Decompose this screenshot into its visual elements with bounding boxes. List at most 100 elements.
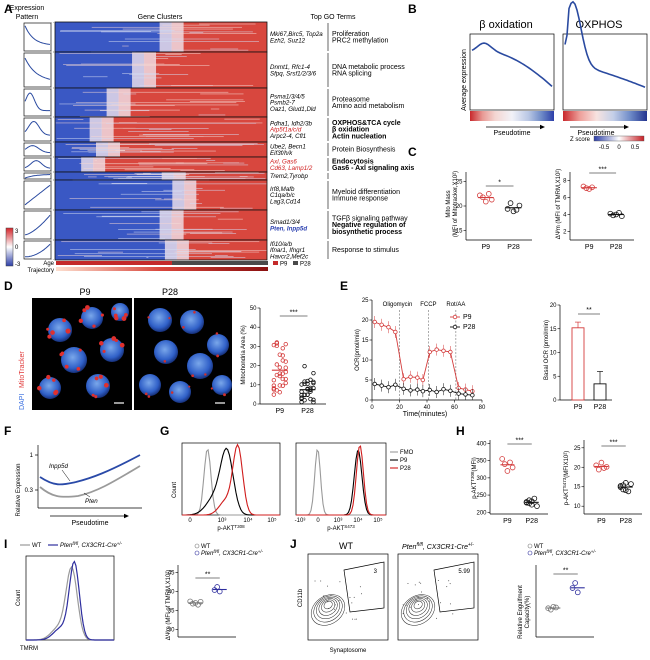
pattern-curve <box>24 120 51 136</box>
p9-point <box>408 374 413 379</box>
heatmap-red-block <box>176 240 267 260</box>
gene-cluster-heatmap <box>54 21 268 261</box>
pattern-connector <box>50 178 56 181</box>
pakt-s473-histogram-frame <box>295 442 387 516</box>
gene-label: Ezh2, Suz12 <box>270 37 306 44</box>
nucleus <box>139 374 161 396</box>
data-point <box>311 400 316 405</box>
panel-e-letter: E <box>340 279 348 293</box>
mito-mass-dotplot: 25 20 15 P9 P28 * <box>456 172 532 251</box>
mitochondria <box>98 374 103 379</box>
panel-c: C 25 20 15 P9 P28 * 8 6 4 2 P9 P28 *** Mito Mass (M… <box>408 145 634 251</box>
dotplot-ytick-label: 30 <box>168 627 175 633</box>
gene-label: Mki67,Birc5, Top2a <box>270 31 323 38</box>
heatmap-colorbar <box>5 227 14 267</box>
dotplot-ytick-label: 40 <box>168 590 175 596</box>
data-point <box>485 191 492 197</box>
ocr-ytick-label: 15 <box>362 338 369 344</box>
colorbar-zero: 0 <box>15 245 19 251</box>
gene-label: Dnmt1, Rfc1-4 <box>270 64 310 71</box>
p9-point <box>401 377 406 382</box>
data-point <box>299 395 304 400</box>
flow-event <box>402 604 404 606</box>
heatmap-red-block <box>171 210 267 240</box>
ocr-ytick-label: 0 <box>365 398 369 404</box>
mitochondria <box>76 366 81 371</box>
top-go-terms-title: Top GO Terms <box>311 14 356 21</box>
mito-mass-ylabel: Mito Mass <box>446 190 452 217</box>
gene-label: Pdha1, Idh2/3b <box>270 120 313 127</box>
pseudotime-arrowhead-1 <box>540 124 545 130</box>
nucleus <box>187 353 213 379</box>
panel-f-ytick-bottom-label: 0.3 <box>25 488 34 494</box>
gene-label: Cd63, Lamp1/2 <box>270 165 313 172</box>
mitochondria <box>193 311 196 314</box>
flow-ko-frame <box>397 553 479 641</box>
pattern-connector <box>50 209 56 212</box>
oxphos-plot-frame <box>562 33 648 111</box>
basal-ocr-barplot: 20 15 10 5 0 P9 P28 ** <box>550 303 612 411</box>
basal-ytick-label: 10 <box>550 351 557 357</box>
data-point <box>311 370 316 376</box>
mitochondria <box>102 349 106 353</box>
pattern-curve <box>24 214 51 236</box>
flow-event <box>353 596 355 598</box>
p9-point <box>372 319 377 325</box>
go-term-label: OXPHOS&TCA cycle <box>332 120 401 127</box>
panel-b: B β oxidation OXPHOS Average expression … <box>408 0 648 151</box>
pakt-s473-dotplot: 25 20 15 10 P9 P28 *** <box>574 440 642 525</box>
data-point <box>572 580 578 586</box>
group-label: P9 <box>585 244 594 251</box>
flow-event <box>440 602 442 604</box>
dotplot-ytick-label: 400 <box>476 441 487 447</box>
flow-contour <box>400 594 436 626</box>
pakt-t308-xtick: 10³ <box>218 518 227 524</box>
heatmap-blue-block <box>55 210 172 240</box>
data-point <box>516 202 523 209</box>
heatmap-transition <box>81 157 106 172</box>
basal-bar <box>571 327 585 401</box>
data-point <box>311 397 316 403</box>
expression-pattern-box <box>23 117 52 142</box>
go-term-label: Gas6 - Axl signaling axis <box>332 165 414 172</box>
group-label: P9 <box>482 244 491 251</box>
ocr-xlabel: Time(minutes) <box>403 411 447 418</box>
sig-label: ** <box>563 568 569 575</box>
inpp5d-curve <box>39 454 141 486</box>
flow-event <box>354 618 356 620</box>
p9-point <box>379 322 384 327</box>
basal-group-label: P28 <box>594 404 607 411</box>
micrograph-cells <box>37 303 232 403</box>
dotplot-ytick-label: 2 <box>563 230 567 236</box>
flow-xlabel: Synaptosome <box>330 648 367 654</box>
ko-tmrm-ylabel: ΔΨm (MFI of TMRM,X10²) <box>166 570 172 641</box>
dotplot-ytick-label: 200 <box>476 510 487 516</box>
pattern-connector <box>50 258 56 261</box>
data-point <box>593 462 599 469</box>
pattern-connector <box>50 50 56 53</box>
data-point <box>601 465 607 471</box>
nucleus <box>207 334 229 356</box>
data-point <box>283 359 288 364</box>
flow-event <box>359 586 361 588</box>
mitochondria <box>94 376 99 381</box>
go-term-label: Myeloid differentiation <box>332 189 400 196</box>
flow-ylabel: CD11b <box>298 588 304 607</box>
panel-b-ylabel: Average expression <box>461 49 468 111</box>
group-label: P28 <box>301 408 314 415</box>
beta-oxidation-title: β oxidation <box>479 19 532 31</box>
data-point <box>610 212 616 219</box>
image-p9-label: P9 <box>79 287 90 297</box>
pten-curve <box>39 465 141 498</box>
go-term-label: Negative regulation of <box>332 222 406 229</box>
mitochondria <box>92 324 96 328</box>
group-label: P9 <box>503 518 512 525</box>
flow-event <box>429 600 431 602</box>
p28-point <box>456 391 461 396</box>
data-point <box>607 210 614 217</box>
nucleus <box>180 310 204 334</box>
flow-contour <box>403 595 433 623</box>
mitochondria <box>52 378 56 382</box>
panel-f: F Relative Expression 1 0.3 Inpp5d Pten … <box>4 424 142 527</box>
panel-g-letter: G <box>160 424 169 438</box>
